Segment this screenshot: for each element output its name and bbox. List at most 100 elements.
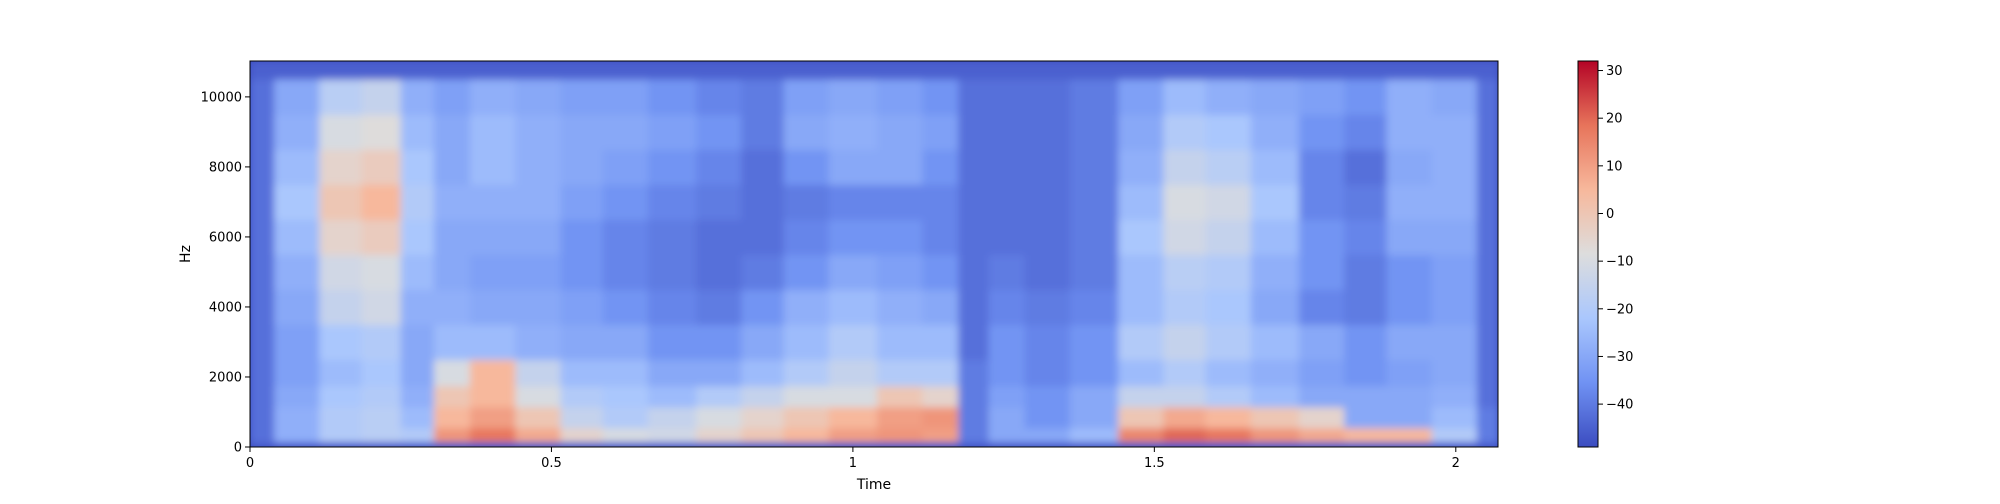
heatmap-cell [647,219,697,256]
heatmap-cell [1205,114,1252,150]
heatmap-cell [515,254,562,291]
heatmap-cell [741,114,785,150]
heatmap-cell [1024,184,1071,221]
heatmap-cell [560,406,604,429]
heatmap-cell [1163,78,1207,115]
heatmap-cell [647,61,697,80]
heatmap-cell [400,114,435,150]
heatmap-cell [1205,406,1252,429]
heatmap-cell [1163,219,1207,256]
heatmap-cell [1299,61,1345,80]
heatmap-cell [922,149,959,186]
heatmap-cell [1250,385,1300,408]
heatmap-cell [1476,289,1498,326]
heatmap-cell [647,359,697,387]
colorbar: 30 20 10 0 −10 −20 −30 −40 [1577,60,1633,448]
heatmap-cell [319,289,363,326]
heatmap-cell [1344,441,1388,447]
heatmap-cell [602,324,649,361]
y-tick-label: 0 [234,441,242,456]
heatmap-cell [361,441,402,447]
heatmap-cell [828,114,878,150]
heatmap-cell [1118,184,1164,221]
heatmap-cell [988,114,1026,150]
heatmap-cell [1431,427,1478,443]
heatmap-cell [1431,441,1478,447]
heatmap-cell [250,441,275,447]
heatmap-cell [1299,149,1345,186]
heatmap-cell [1024,78,1071,115]
heatmap-cell [400,184,435,221]
heatmap-cell [515,385,562,408]
heatmap-cell [602,427,649,443]
heatmap-cell [1250,61,1300,80]
heatmap-cell [1069,427,1119,443]
heatmap-cell [647,324,697,361]
heatmap-cell [1024,61,1071,80]
heatmap-cell [1431,324,1478,361]
heatmap-cell [741,406,785,429]
heatmap-cell [922,184,959,221]
heatmap-cell [1250,359,1300,387]
heatmap-cell [400,289,435,326]
heatmap-cell [647,441,697,447]
heatmap-cell [361,184,402,221]
heatmap-cell [602,219,649,256]
heatmap-cell [1163,184,1207,221]
heatmap-cell [1431,254,1478,291]
heatmap-cell [696,385,742,408]
heatmap-cell [1250,406,1300,429]
heatmap-cell [1069,78,1119,115]
heatmap-cell [741,289,785,326]
heatmap-cell [783,289,830,326]
heatmap-cell [1069,184,1119,221]
heatmap-cell [274,406,320,429]
heatmap-cell [877,385,923,408]
heatmap-cell [647,427,697,443]
heatmap-cell [560,324,604,361]
heatmap-cell [828,406,878,429]
colorbar-tick-label: 10 [1606,159,1623,174]
heatmap-cell [1205,78,1252,115]
heatmap-cell [1386,359,1433,387]
heatmap-cell [470,441,516,447]
heatmap-cell [1344,385,1388,408]
colorbar-gradient [1578,61,1598,447]
heatmap-cell [433,324,471,361]
heatmap-cell [515,441,562,447]
heatmap-cell [602,184,649,221]
heatmap-cell [696,184,742,221]
heatmap-cell [433,359,471,387]
heatmap-cell [602,61,649,80]
heatmap-cell [647,385,697,408]
heatmap-cell [1069,289,1119,326]
heatmap-cell [958,149,990,186]
heatmap-cell [1024,406,1071,429]
heatmap-cell [1205,324,1252,361]
heatmap-cell [922,385,959,408]
heatmap-cell [361,359,402,387]
heatmap-cell [828,219,878,256]
heatmap-cell [1118,219,1164,256]
heatmap-cell [361,427,402,443]
heatmap-cell [319,78,363,115]
colorbar-tick-label: −20 [1606,302,1633,317]
heatmap-cell [1069,219,1119,256]
heatmap-cell [1250,149,1300,186]
heatmap-cell [602,441,649,447]
heatmap-cell [250,289,275,326]
heatmap-cell [958,184,990,221]
heatmap-cell [400,359,435,387]
heatmap-cell [828,78,878,115]
heatmap-cell [361,78,402,115]
heatmap-cell [433,219,471,256]
heatmap-cell [741,61,785,80]
heatmap-cell [958,427,990,443]
heatmap-cell [1250,324,1300,361]
heatmap-cell [1386,406,1433,429]
heatmap-cell [988,219,1026,256]
heatmap-cell [988,406,1026,429]
heatmap-cell [647,406,697,429]
heatmap-cell [470,324,516,361]
